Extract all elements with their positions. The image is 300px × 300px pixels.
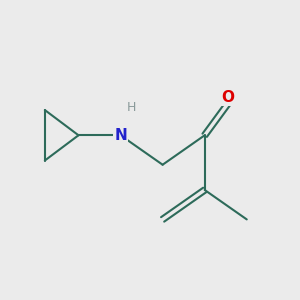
Text: O: O <box>221 90 234 105</box>
Text: N: N <box>114 128 127 143</box>
Text: H: H <box>126 101 136 114</box>
